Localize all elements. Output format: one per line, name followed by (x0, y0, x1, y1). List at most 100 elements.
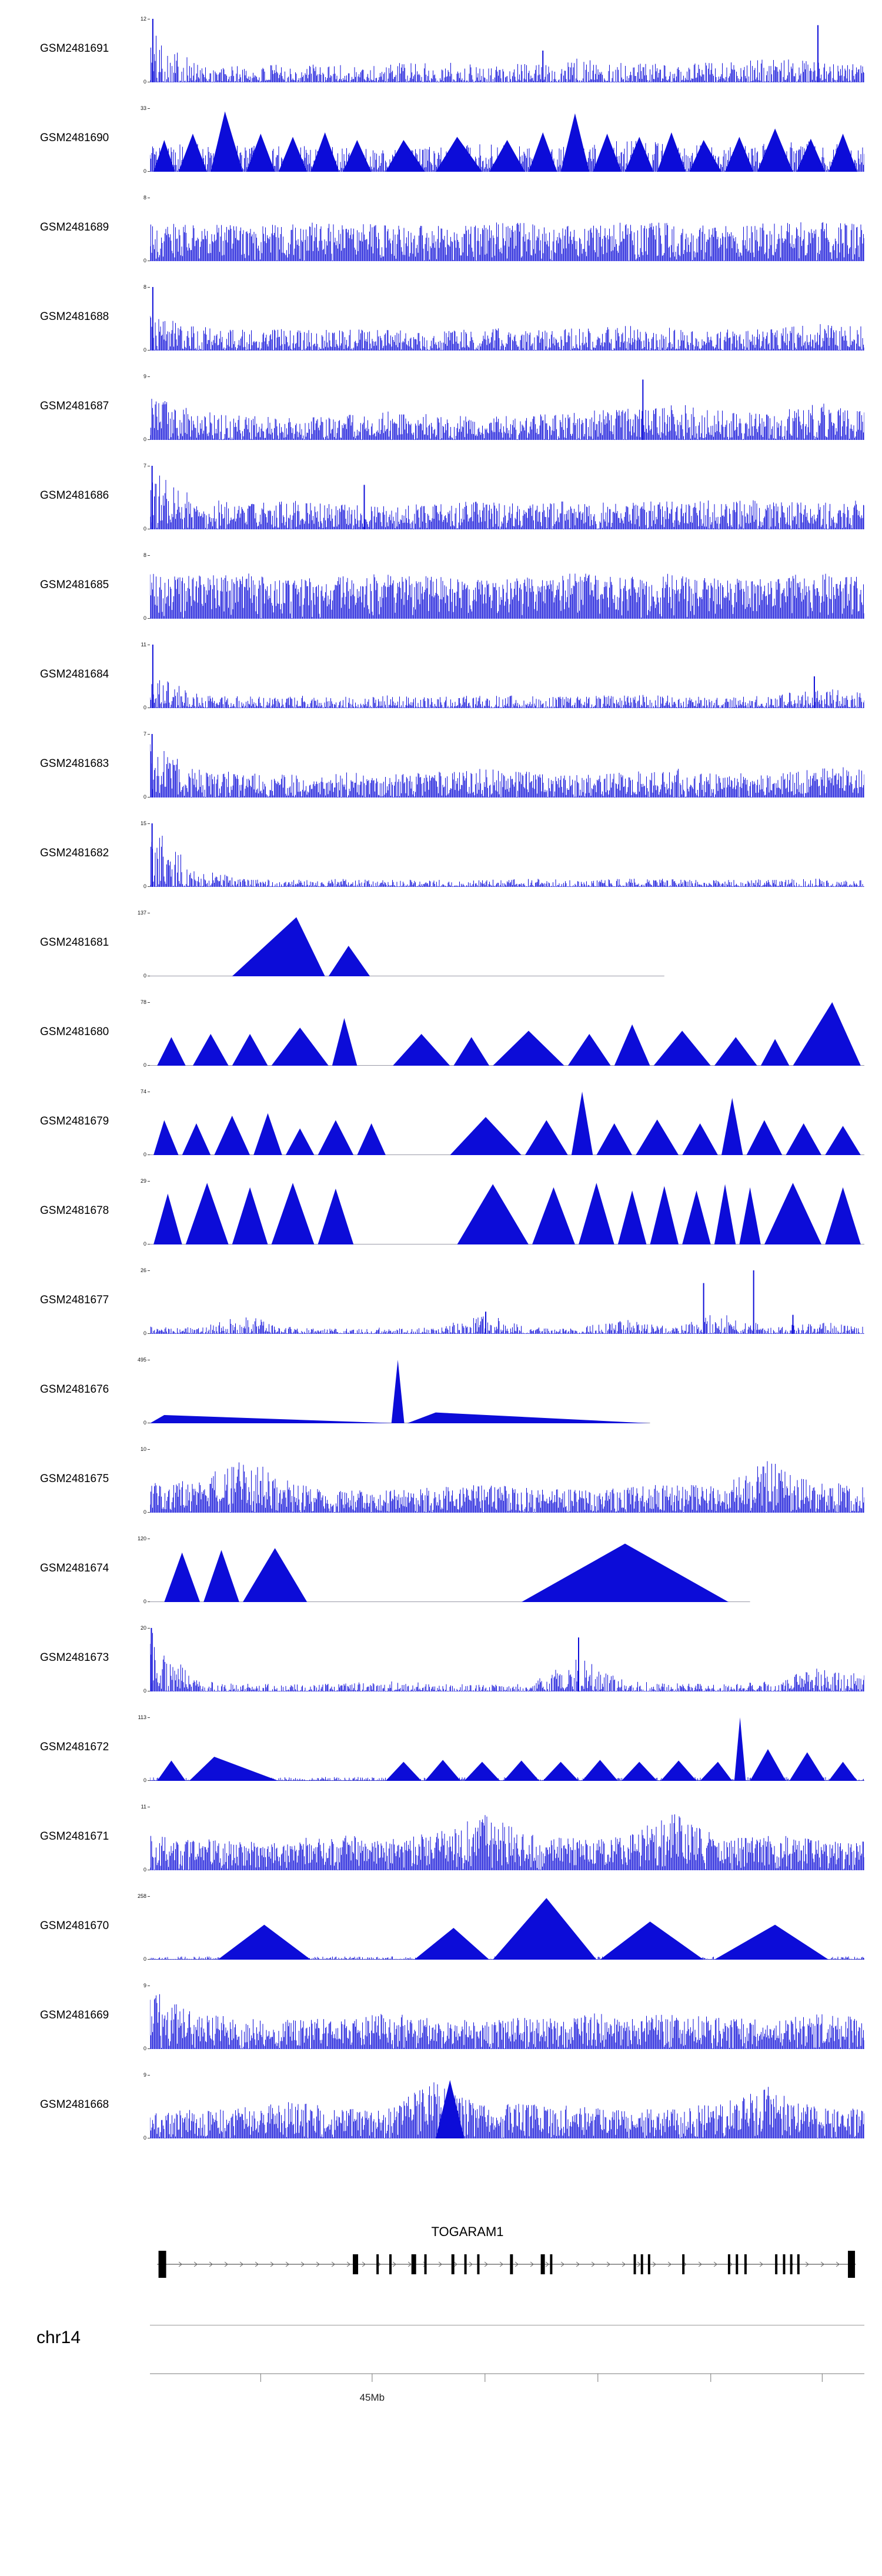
axis-tick-bottom (148, 1959, 150, 1960)
axis-tick-bottom (148, 797, 150, 798)
track-plot: 11 0 (141, 1804, 864, 1873)
signal-plot (150, 1717, 864, 1781)
track-plot: 15 0 (141, 820, 864, 889)
axis-tick-bottom (148, 1333, 150, 1334)
axis-max-label: 9 (143, 2072, 146, 2078)
axis-zero-label: 0 (143, 1152, 146, 1157)
axis-zero-label: 0 (143, 1062, 146, 1068)
axis-max-label: 29 (140, 1178, 146, 1184)
track-plot: 113 0 (138, 1714, 864, 1783)
axis-tick-top (148, 1896, 150, 1897)
axis-max-label: 20 (140, 1625, 146, 1631)
track-row: GSM2481679 74 0 (0, 1087, 882, 1176)
track-plot: 20 0 (141, 1625, 864, 1694)
axis-tick-bottom (148, 618, 150, 619)
track-label: GSM2481670 (40, 1920, 109, 1932)
axis-zero-label: 0 (143, 436, 146, 442)
track-plot: 33 0 (141, 105, 864, 174)
axis-tick-top (148, 1628, 150, 1629)
axis-max-label: 8 (143, 552, 146, 558)
axis-tick-bottom (148, 1065, 150, 1066)
axis-max-label: 495 (137, 1357, 146, 1363)
axis-tick-bottom (148, 1512, 150, 1513)
signal-plot (150, 466, 864, 529)
track-label: GSM2481677 (40, 1294, 109, 1306)
track-row: GSM2481684 11 0 (0, 640, 882, 729)
coverage-tracks: GSM2481691 12 0 GSM2481690 33 0 GSM24816… (0, 14, 882, 2160)
track-row: GSM2481670 258 0 (0, 1891, 882, 1981)
axis-tick-top (148, 555, 150, 556)
track-row: GSM2481668 9 0 (0, 2070, 882, 2160)
track-label: GSM2481681 (40, 936, 109, 949)
track-row: GSM2481677 26 0 (0, 1266, 882, 1355)
axis-tick-bottom (148, 2048, 150, 2049)
axis-zero-label: 0 (143, 615, 146, 621)
axis-tick-top (148, 823, 150, 824)
signal-plot (150, 573, 864, 619)
signal-plot (150, 379, 864, 440)
track-row: GSM2481686 7 0 (0, 461, 882, 550)
axis-zero-label: 0 (143, 1509, 146, 1515)
axis-max-label: 8 (143, 284, 146, 290)
axis-zero-label: 0 (143, 2046, 146, 2051)
track-plot: 78 0 (141, 999, 864, 1068)
track-label: GSM2481669 (40, 2009, 109, 2021)
track-label: GSM2481685 (40, 579, 109, 591)
axis-max-label: 137 (137, 910, 146, 916)
track-label: GSM2481680 (40, 1026, 109, 1038)
axis-tick-top (148, 287, 150, 288)
track-row: GSM2481683 7 0 (0, 729, 882, 819)
track-label: GSM2481673 (40, 1651, 109, 1664)
signal-plot (150, 1183, 864, 1244)
signal-plot (150, 645, 864, 708)
signal-plot (150, 1898, 864, 1960)
axis-max-label: 15 (140, 820, 146, 826)
axis-zero-label: 0 (143, 1599, 146, 1604)
track-label: GSM2481679 (40, 1115, 109, 1127)
axis-tick-top (148, 108, 150, 109)
signal-plot (150, 222, 864, 261)
track-label: GSM2481671 (40, 1830, 109, 1843)
track-label: GSM2481676 (40, 1383, 109, 1396)
track-plot: 9 0 (143, 2072, 864, 2141)
track-row: GSM2481678 29 0 (0, 1176, 882, 1266)
track-plot: 11 0 (141, 642, 864, 710)
signal-plot (150, 19, 864, 82)
track-label: GSM2481691 (40, 42, 109, 55)
track-row: GSM2481671 11 0 (0, 1802, 882, 1891)
track-row: GSM2481681 137 0 (0, 908, 882, 997)
track-label: GSM2481674 (40, 1562, 109, 1574)
axis-max-label: 33 (140, 105, 146, 111)
axis-tick-bottom (148, 886, 150, 887)
chromosome-label: chr14 (36, 2328, 81, 2347)
track-plot: 12 0 (141, 16, 864, 85)
track-row: GSM2481673 20 0 (0, 1623, 882, 1713)
signal-plot (150, 917, 664, 976)
track-plot: 7 0 (143, 731, 864, 800)
track-plot: 7 0 (143, 463, 864, 532)
axis-zero-label: 0 (143, 1867, 146, 1873)
track-row: GSM2481688 8 0 (0, 282, 882, 372)
signal-plot (150, 1360, 650, 1423)
track-row: GSM2481687 9 0 (0, 372, 882, 461)
axis-tick-bottom (148, 350, 150, 351)
track-row: GSM2481675 10 0 (0, 1444, 882, 1534)
axis-zero-label: 0 (143, 883, 146, 889)
axis-max-label: 12 (140, 16, 146, 22)
track-row: GSM2481691 12 0 (0, 14, 882, 104)
axis-zero-label: 0 (143, 168, 146, 174)
axis-tick-top (148, 1181, 150, 1182)
signal-plot (150, 1002, 864, 1066)
axis-tick-top (148, 1002, 150, 1003)
axis-zero-label: 0 (143, 1241, 146, 1247)
track-label: GSM2481682 (40, 847, 109, 859)
axis-zero-label: 0 (143, 258, 146, 263)
track-row: GSM2481669 9 0 (0, 1981, 882, 2070)
track-row: GSM2481674 120 0 (0, 1534, 882, 1623)
signal-plot (150, 1270, 864, 1334)
track-label: GSM2481688 (40, 311, 109, 323)
signal-plot (150, 287, 864, 351)
axis-max-label: 7 (143, 731, 146, 737)
track-row: GSM2481680 78 0 (0, 997, 882, 1087)
